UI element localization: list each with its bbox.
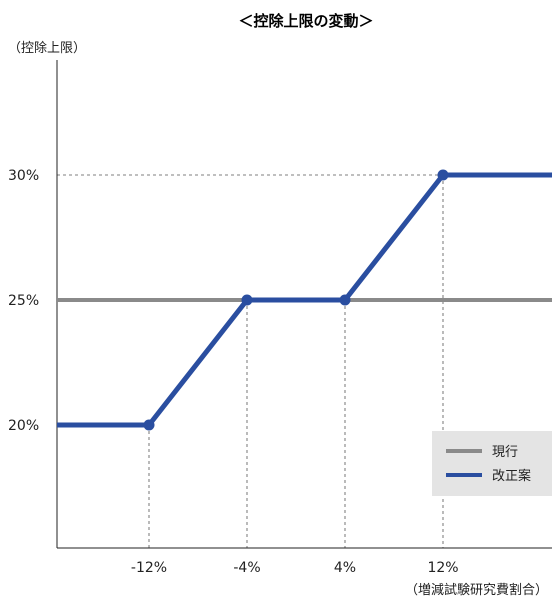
y-tick-labels: 20% 25% 30%	[8, 168, 39, 434]
data-point	[143, 419, 155, 431]
x-tick-label: -12%	[131, 560, 167, 576]
guide-lines	[57, 174, 444, 548]
series-line-1	[57, 172, 552, 428]
chart-title: ＜控除上限の変動＞	[238, 12, 373, 30]
x-tick-label: -4%	[233, 560, 260, 576]
y-axis-label: （控除上限）	[8, 41, 86, 56]
x-tick-labels: -12% -4% 4% 12%	[131, 560, 459, 576]
legend-background	[432, 431, 552, 496]
x-tick-label: 12%	[427, 560, 458, 576]
x-axis-label: （増減試験研究費割合）	[405, 582, 548, 597]
y-tick-label: 25%	[8, 293, 39, 309]
data-point	[339, 294, 351, 306]
data-points	[143, 169, 449, 431]
series-layer	[57, 172, 552, 428]
data-point	[437, 169, 449, 181]
y-tick-label: 20%	[8, 418, 39, 434]
legend-entry: 現行	[492, 445, 518, 460]
legend-entry: 改正案	[492, 469, 531, 484]
data-point	[241, 294, 253, 306]
x-tick-label: 4%	[334, 560, 356, 576]
y-tick-label: 30%	[8, 168, 39, 184]
axes	[56, 60, 552, 549]
